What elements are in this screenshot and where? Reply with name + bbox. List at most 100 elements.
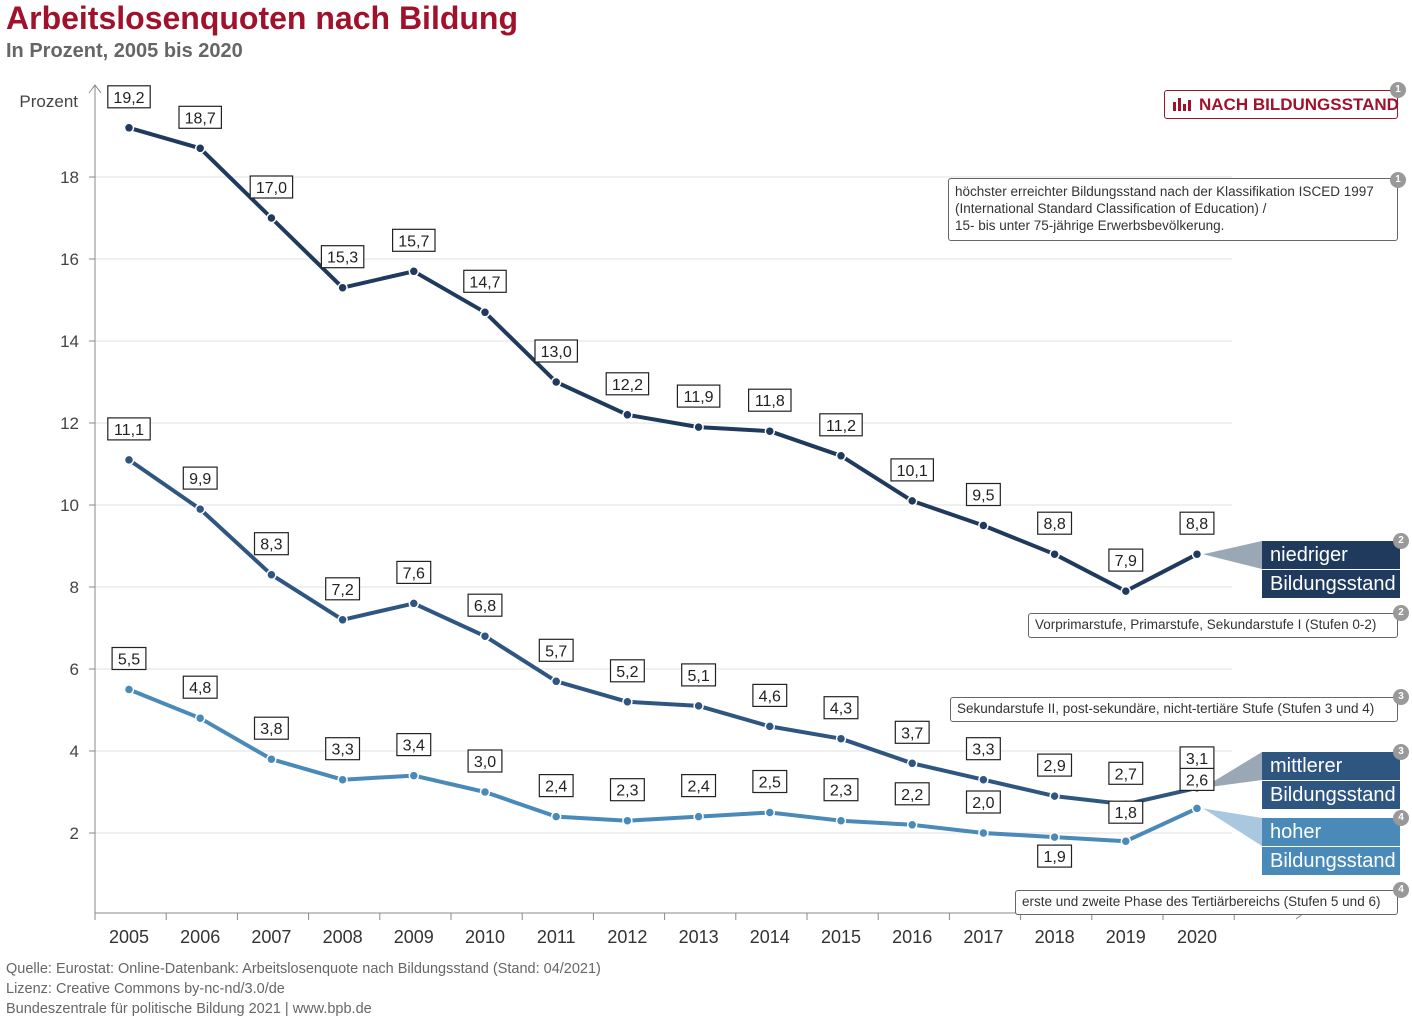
data-point-mid [906, 758, 918, 769]
value-label-box-high [1108, 800, 1144, 824]
footnote-marker-3: 3 [1393, 689, 1409, 705]
data-point-low [978, 520, 989, 531]
value-label-mid: 4,3 [830, 701, 852, 718]
value-label-box-low [534, 339, 579, 363]
value-label-mid: 5,2 [616, 664, 638, 681]
value-label-low: 12,2 [612, 377, 643, 394]
value-label-box-high [1179, 767, 1215, 792]
value-label-low: 18,7 [185, 110, 216, 127]
data-point-low [693, 421, 704, 433]
value-label-low: 11,9 [684, 389, 714, 406]
value-label-mid: 2,7 [1115, 766, 1137, 783]
value-label-high: 2,2 [901, 787, 923, 804]
x-tick-label-2013: 2013 [679, 927, 719, 947]
chart-subtitle: In Prozent, 2005 bis 2020 [6, 40, 243, 62]
x-tick-label-2010: 2010 [465, 927, 505, 947]
value-label-box-high [396, 732, 432, 757]
footnote-1-line-1: höchster erreichter Bildungsstand nach d… [955, 184, 1374, 199]
value-label-mid: 7,6 [403, 565, 425, 582]
value-label-box-high [538, 773, 574, 798]
value-label-low: 8,8 [1043, 516, 1065, 533]
data-point-low [1120, 585, 1132, 597]
value-label-high: 3,8 [260, 721, 282, 738]
data-point-mid [550, 676, 562, 687]
series-label-high-line-2: Bildungsstand [1262, 847, 1400, 875]
series-label-mid-line-1: mittlerer [1262, 752, 1400, 780]
x-tick-label-2014: 2014 [750, 927, 790, 947]
value-label-box-high [894, 782, 930, 806]
value-label-box-low [890, 458, 935, 482]
value-label-low: 15,3 [327, 250, 358, 267]
footnote-1-line-3: 15- bis unter 75-jährige Erwerbsbevölker… [955, 218, 1225, 233]
value-label-box-low [392, 228, 436, 252]
series-label-low-line-1: niedriger [1262, 541, 1400, 569]
chart-title: Arbeitslosenquoten nach Bildung [6, 0, 519, 36]
value-label-box-mid [538, 638, 574, 662]
value-label-box-high [609, 778, 645, 802]
value-label-high: 2,3 [616, 783, 638, 800]
data-point-low [408, 266, 420, 277]
data-point-high [337, 774, 348, 785]
y-tick-label: 18 [60, 168, 79, 187]
data-point-low [123, 122, 135, 134]
data-point-mid [1049, 790, 1060, 802]
y-tick-label: 10 [60, 496, 79, 515]
series-line-mid [127, 457, 1199, 807]
value-label-box-mid [1037, 753, 1073, 777]
data-point-mid [622, 696, 633, 708]
x-tick-label-2018: 2018 [1035, 927, 1075, 947]
value-label-high: 5,5 [118, 652, 140, 669]
value-label-mid: 3,7 [901, 725, 923, 742]
y-tick-label: 8 [70, 578, 79, 597]
value-label-box-high [182, 675, 218, 699]
footnote-marker-4: 4 [1393, 882, 1409, 898]
value-label-mid: 5,1 [687, 668, 709, 685]
series-line-high [127, 687, 1199, 844]
value-label-box-mid [609, 659, 645, 683]
data-point-high [978, 827, 989, 839]
value-label-box-high [253, 716, 289, 740]
x-tick-label-2007: 2007 [251, 927, 291, 947]
category-badge: NACH BILDUNGSSTAND [1164, 90, 1399, 119]
data-point-high [123, 684, 135, 695]
value-label-mid: 3,3 [972, 742, 994, 759]
value-label-mid: 3,1 [1186, 751, 1208, 768]
data-point-low [1191, 548, 1203, 560]
value-label-box-mid [253, 532, 289, 556]
value-label-box-low [747, 388, 792, 412]
value-label-box-mid [467, 593, 503, 617]
data-point-high [266, 753, 277, 765]
value-label-box-mid [396, 560, 432, 585]
data-point-low [1049, 548, 1060, 560]
value-label-box-low [1108, 548, 1144, 572]
series-line-low [127, 125, 1199, 594]
y-tick-label: 16 [60, 250, 79, 269]
callout-high [1203, 808, 1262, 846]
value-label-box-low [1179, 511, 1215, 535]
data-point-low [906, 495, 918, 507]
footnote-2: Vorprimarstufe, Primarstufe, Sekundarstu… [1028, 613, 1398, 638]
data-point-mid [408, 598, 420, 609]
value-label-high: 2,0 [972, 795, 994, 812]
value-label-high: 2,4 [687, 779, 709, 796]
callout-low [1203, 541, 1262, 569]
data-point-mid [835, 733, 847, 744]
data-point-low [266, 212, 277, 224]
value-label-box-low [249, 175, 294, 199]
value-label-mid: 9,9 [189, 471, 211, 488]
bar-chart-icon [1173, 98, 1191, 111]
value-label-mid: 4,6 [759, 688, 781, 705]
value-label-high: 2,5 [759, 775, 781, 792]
footnote-marker-2: 2 [1393, 605, 1409, 621]
value-label-mid: 2,9 [1043, 758, 1065, 775]
data-point-low [194, 143, 206, 154]
value-label-box-low [463, 269, 507, 293]
value-label-mid: 11,1 [114, 422, 144, 439]
data-point-high [550, 811, 562, 822]
value-label-box-mid [823, 696, 859, 720]
data-point-high [1120, 835, 1132, 847]
data-point-high [835, 815, 847, 826]
data-point-mid [337, 614, 348, 626]
value-label-low: 17,0 [256, 180, 287, 197]
footnote-1: höchster erreichter Bildungsstand nach d… [948, 178, 1398, 241]
